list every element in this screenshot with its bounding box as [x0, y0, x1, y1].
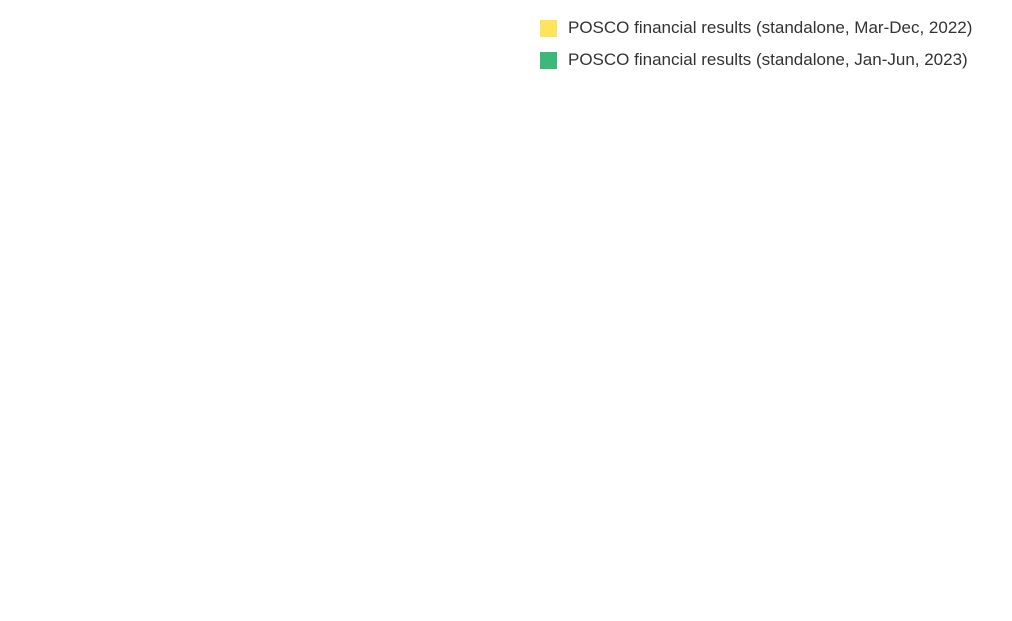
bar-value-label: 5,181	[590, 360, 630, 377]
y-tick-label: 3,000	[14, 328, 52, 345]
margin-label: 13%	[593, 110, 627, 129]
margin-label: 3%	[754, 436, 779, 455]
margin-point	[915, 461, 929, 475]
legend-swatch-green	[540, 51, 557, 69]
margin-line	[142, 140, 923, 469]
bar-value-label: 966	[441, 522, 468, 539]
y-tick-label: 2,000	[14, 405, 52, 422]
bar-value-label: 1,073	[123, 518, 163, 535]
bar-2019-series-0	[245, 475, 353, 566]
legend-item-2023: POSCO financial results (standalone, Jan…	[540, 44, 972, 76]
margin-label: 3%	[131, 436, 156, 455]
x-tick-label: 2023.1H	[894, 580, 951, 597]
x-tick-label: 2022	[750, 580, 783, 597]
x-tick-label: 2018	[126, 580, 159, 597]
legend-label: POSCO financial results (standalone, Jan…	[568, 50, 968, 69]
bar-value-label: 503	[753, 492, 780, 509]
y-tick-label: 4,000	[14, 251, 52, 268]
bar-value-label: 623	[753, 535, 780, 552]
margin-point	[760, 461, 773, 475]
bar-value-label: 1,176	[279, 514, 319, 531]
y-tick-label: 0	[44, 558, 52, 575]
margin-label: 3%	[910, 436, 935, 455]
bar-2022-series-1	[712, 479, 820, 519]
margin-point	[136, 461, 150, 475]
y-tick-label: 5,000	[14, 175, 52, 192]
bar-2020-series-0	[401, 491, 509, 566]
y-tick-label: 6,000	[14, 98, 52, 115]
total-leader-line	[785, 451, 822, 480]
bar-2023.1H-series-2	[868, 515, 976, 566]
margin-point	[292, 429, 305, 442]
margin-label: 4%	[442, 403, 467, 422]
x-tick-label: 2020	[438, 580, 471, 597]
y-tick-label: 1,000	[14, 481, 52, 498]
x-tick-label: 2019	[282, 580, 315, 597]
margin-label: 4%	[286, 403, 311, 422]
margin-point	[604, 135, 617, 149]
margin-point	[448, 429, 461, 442]
legend-label: POSCO financial results (standalone, Mar…	[568, 18, 973, 37]
legend: POSCO financial results (standalone, Mar…	[540, 12, 972, 76]
bar-value-label: 663	[909, 534, 936, 551]
bar-2022-series-0	[712, 518, 820, 566]
bar-2021-series-0	[556, 168, 664, 567]
x-tick-label: 2021	[594, 580, 627, 597]
legend-item-2022: POSCO financial results (standalone, Mar…	[540, 12, 972, 44]
legend-swatch-yellow	[540, 19, 557, 37]
total-label: 1,126	[825, 444, 870, 464]
bar-2018-series-0	[89, 483, 197, 566]
